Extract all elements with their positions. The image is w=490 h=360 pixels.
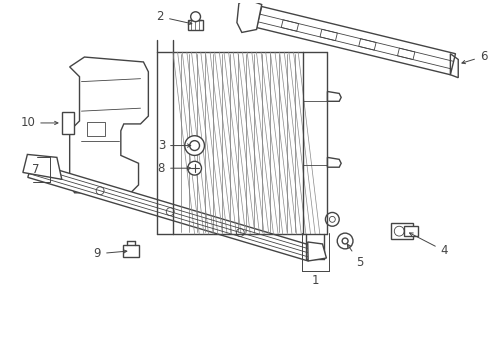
Text: 4: 4	[410, 233, 448, 257]
Polygon shape	[308, 242, 326, 261]
Circle shape	[337, 233, 353, 249]
Text: 9: 9	[94, 247, 127, 260]
Text: 1: 1	[312, 274, 319, 287]
Bar	[87, 122, 105, 136]
Circle shape	[185, 136, 204, 156]
Text: 6: 6	[462, 50, 488, 64]
Circle shape	[188, 161, 201, 175]
Circle shape	[190, 141, 199, 150]
Polygon shape	[28, 162, 313, 261]
Bar	[392, 223, 413, 239]
Bar	[188, 20, 203, 31]
Text: 7: 7	[32, 163, 40, 176]
Bar	[404, 226, 418, 236]
Polygon shape	[23, 154, 62, 179]
Polygon shape	[70, 57, 148, 193]
Text: 8: 8	[158, 162, 191, 175]
Bar	[62, 112, 74, 134]
Circle shape	[191, 12, 200, 22]
Text: 10: 10	[21, 116, 58, 130]
Text: 5: 5	[347, 244, 364, 269]
Polygon shape	[237, 0, 262, 32]
Text: 2: 2	[157, 10, 192, 24]
Polygon shape	[123, 245, 139, 257]
Polygon shape	[257, 6, 456, 75]
Text: 3: 3	[158, 139, 191, 152]
Circle shape	[342, 238, 348, 244]
